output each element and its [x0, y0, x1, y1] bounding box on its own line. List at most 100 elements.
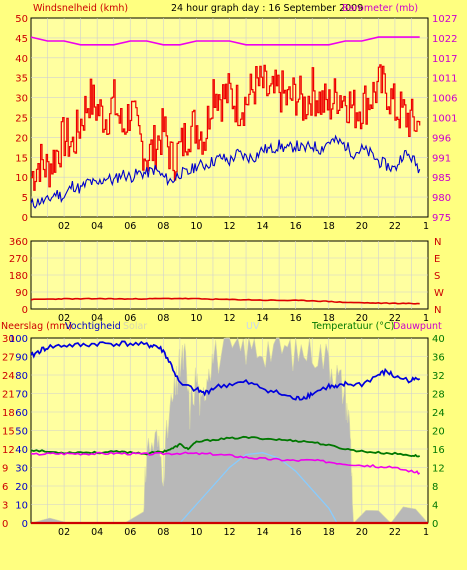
humidity-y-tick-label: 80: [15, 371, 28, 382]
barometer-y-tick-label: 980: [432, 193, 451, 204]
barometer-y-tick-label: 1022: [432, 34, 457, 45]
humidity-panel-x-tick-label: 04: [91, 527, 103, 538]
direction-compass-label: W: [434, 288, 444, 299]
barometer-y-tick-label: 996: [432, 133, 451, 144]
temperature-y-tick-label: 24: [432, 408, 445, 419]
barometer-y-tick-label: 985: [432, 173, 451, 184]
humidity-y-tick-label: 0: [22, 519, 28, 530]
wind-y-tick-label: 25: [15, 114, 28, 125]
rain-y-tick-label: 27: [2, 353, 15, 364]
humidity-y-tick-label: 70: [15, 390, 28, 401]
rain-y-tick-label: 18: [2, 408, 15, 419]
humidity-panel-x-tick-label: 22: [389, 527, 401, 538]
chart-title: 24 hour graph day : 16 September 2009: [171, 3, 363, 14]
temperature-y-tick-label: 8: [432, 482, 438, 493]
temperature-y-tick-label: 40: [432, 334, 445, 345]
humidity-y-tick-label: 100: [9, 334, 28, 345]
wind-y-tick-label: 50: [15, 14, 28, 25]
temperature-y-tick-label: 4: [432, 501, 438, 512]
barometer-y-tick-label: 1017: [432, 54, 457, 65]
humidity-series-line: [30, 340, 421, 401]
barometer-y-tick-label: 1006: [432, 94, 457, 105]
temperature-y-tick-label: 20: [432, 427, 445, 438]
wind-panel-x-tick-label: 06: [124, 221, 136, 232]
temperature-y-tick-label: 12: [432, 464, 445, 475]
barometer-series-line: [30, 36, 420, 46]
rain-y-tick-label: 12: [2, 445, 15, 456]
direction-panel-x-tick-label: 10: [190, 313, 202, 324]
wind-average-series-line: [30, 134, 421, 209]
chart-marks: [30, 36, 429, 525]
wind-y-tick-label: 0: [22, 213, 28, 224]
direction-panel-x-tick-label: 12: [223, 313, 235, 324]
humidity-panel-x-tick-label: 10: [190, 527, 202, 538]
direction-y-tick-label: 360: [9, 237, 28, 248]
wind-panel-x-tick-label: 10: [190, 221, 202, 232]
wind-panel-x-tick-label: 08: [157, 221, 169, 232]
humidity-panel-x-tick-label: 12: [223, 527, 235, 538]
temperature-y-tick-label: 16: [432, 445, 445, 456]
direction-compass-label: N: [434, 237, 441, 248]
direction-y-tick-label: 180: [9, 271, 28, 282]
wind-y-tick-label: 5: [22, 193, 28, 204]
wind-panel-x-tick-label: 20: [356, 221, 368, 232]
rain-y-tick-label: 30: [2, 334, 15, 345]
rain-y-tick-label: 6: [2, 482, 8, 493]
uv-legend: UV: [246, 321, 260, 332]
wind-panel-x-tick-label: 02: [58, 221, 70, 232]
humidity-y-tick-label: 90: [15, 353, 28, 364]
humidity-panel-x-tick-label: 18: [323, 527, 335, 538]
humidity-panel-x-tick-label: 06: [124, 527, 136, 538]
temperature-y-tick-label: 28: [432, 390, 445, 401]
humidity-y-tick-label: 50: [15, 427, 28, 438]
barometer-y-tick-label: 1027: [432, 14, 457, 25]
barometer-y-tick-label: 1011: [432, 74, 457, 85]
direction-y-tick-label: 270: [9, 254, 28, 265]
wind-panel-x-tick-label: 1: [423, 221, 429, 232]
direction-compass-label: N: [434, 305, 441, 316]
rain-y-tick-label: 15: [2, 427, 15, 438]
humidity-y-tick-label: 40: [15, 445, 28, 456]
direction-y-tick-label: 0: [22, 305, 28, 316]
wind-y-tick-label: 35: [15, 74, 28, 85]
humidity-panel-x-tick-label: 20: [356, 527, 368, 538]
wind-gust-series-line: [31, 64, 421, 191]
direction-panel-x-tick-label: 1: [423, 313, 429, 324]
wind-y-tick-label: 30: [15, 94, 28, 105]
barometer-y-tick-label: 991: [432, 153, 451, 164]
humidity-panel-x-tick-label: 16: [290, 527, 302, 538]
rain-axis-title: Neerslag (mm): [1, 321, 72, 332]
direction-panel-x-tick-label: 18: [323, 313, 335, 324]
direction-y-tick-label: 90: [15, 288, 28, 299]
humidity-y-tick-label: 60: [15, 408, 28, 419]
humidity-panel-x-tick-label: 1: [423, 527, 429, 538]
direction-panel-x-tick-label: 22: [389, 313, 401, 324]
direction-panel-x-tick-label: 16: [290, 313, 302, 324]
wind-panel-x-tick-label: 22: [389, 221, 401, 232]
dewpoint-series-line: [30, 451, 421, 475]
humidity-panel-x-tick-label: 08: [157, 527, 169, 538]
wind-panel-x-tick-label: 18: [323, 221, 335, 232]
wind-panel-x-tick-label: 12: [223, 221, 235, 232]
direction-compass-label: E: [434, 254, 440, 265]
wind-axis-title: Windsnelheid (kmh): [33, 3, 128, 14]
direction-panel-x-tick-label: 20: [356, 313, 368, 324]
direction-panel-x-tick-label: 14: [257, 313, 269, 324]
humidity-legend: Vochtigheid: [65, 321, 121, 332]
solar-legend: Solar: [123, 321, 147, 332]
wind-y-tick-label: 15: [15, 153, 28, 164]
wind-y-tick-label: 20: [15, 133, 28, 144]
barometer-axis-title: Barometer (mb): [342, 3, 418, 14]
direction-panel-x-tick-label: 04: [91, 313, 103, 324]
direction-panel-x-tick-label: 06: [124, 313, 136, 324]
temperature-legend: Temperatuur (°C): [311, 321, 394, 332]
humidity-y-tick-label: 20: [15, 482, 28, 493]
uv-series-line: [31, 452, 428, 524]
wind-y-tick-label: 10: [15, 173, 28, 184]
rain-y-tick-label: 3: [2, 501, 8, 512]
rain-y-tick-label: 21: [2, 390, 15, 401]
humidity-panel-x-tick-label: 02: [58, 527, 70, 538]
temperature-y-tick-label: 32: [432, 371, 445, 382]
direction-panel-x-tick-label: 02: [58, 313, 70, 324]
